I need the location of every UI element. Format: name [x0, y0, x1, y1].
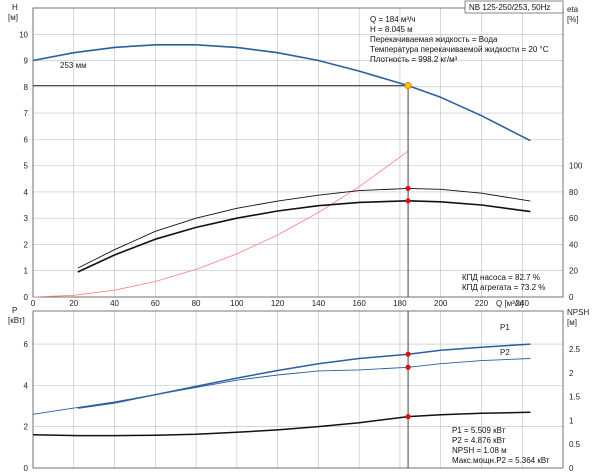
left-axis-label: H [12, 3, 18, 12]
x-tick-label: 200 [434, 299, 448, 308]
right-axis-label: NPSH [567, 308, 589, 317]
right-axis-label: eta [567, 5, 579, 14]
x-tick-label: 0 [31, 299, 36, 308]
plot-frame-lower [32, 310, 564, 469]
npsh-point-marker [405, 414, 411, 420]
x-tick-label: 60 [151, 299, 160, 308]
right-axis-unit: [м] [567, 318, 577, 327]
x-tick-label: 40 [110, 299, 119, 308]
left-tick-label: 10 [19, 30, 28, 39]
right-tick-label: 60 [569, 214, 578, 223]
left-tick-label: 9 [24, 57, 29, 66]
p1-point-marker [405, 351, 411, 357]
p2-point-marker [405, 364, 411, 370]
left-tick-label: 7 [24, 109, 29, 118]
right-tick-label: 0 [569, 293, 574, 302]
info-line: Плотность = 998.2 кг/м³ [370, 55, 458, 64]
x-axis-label: Q [м³/ч] [496, 299, 523, 308]
series-line-upper-1 [32, 150, 409, 298]
right-tick-label: 0 [569, 464, 574, 473]
left-tick-label: 8 [24, 83, 29, 92]
right-axis-unit: [%] [567, 15, 579, 24]
efficiency-info-line: КПД насоса = 82.7 % [462, 273, 540, 282]
right-tick-label: 2 [569, 369, 574, 378]
left-tick-label: 4 [24, 188, 29, 197]
power-info-line: Макс.мощн.P2 = 5.364 кВт [452, 456, 550, 465]
plot-frame-upper [32, 7, 564, 298]
efficiency-point-marker [405, 185, 411, 191]
x-tick-label: 80 [192, 299, 201, 308]
left-axis-unit: [кВт] [8, 316, 25, 325]
series-line-upper-2 [77, 187, 531, 269]
right-tick-label: 1.5 [569, 393, 581, 402]
right-tick-label: 0.5 [569, 440, 581, 449]
right-tick-label: 2.5 [569, 345, 581, 354]
right-tick-label: 20 [569, 267, 578, 276]
info-line: Q = 184 м³/ч [370, 15, 415, 24]
efficiency-point-marker [405, 198, 411, 204]
left-axis-label: P [12, 306, 17, 315]
series-line-lower-1 [32, 358, 531, 415]
x-tick-label: 140 [312, 299, 326, 308]
left-tick-label: 5 [24, 162, 29, 171]
right-tick-label: 80 [569, 188, 578, 197]
operating-point-marker [404, 82, 412, 90]
series-label-p1: P1 [500, 323, 510, 332]
series-line-upper-0 [32, 43, 531, 142]
x-tick-label: 20 [69, 299, 78, 308]
power-info-line: P2 = 4.876 кВт [452, 436, 506, 445]
x-tick-label: 160 [352, 299, 366, 308]
x-tick-label: 220 [475, 299, 489, 308]
title-box [464, 0, 564, 14]
series-line-lower-2 [32, 411, 531, 437]
left-tick-label: 3 [24, 214, 29, 223]
left-tick-label: 2 [24, 240, 29, 249]
left-tick-label: 2 [24, 423, 29, 432]
power-info-line: P1 = 5.509 кВт [452, 426, 506, 435]
efficiency-info-line: КПД агрегата = 73.2 % [462, 283, 545, 292]
left-tick-label: 0 [24, 293, 29, 302]
power-info-line: NPSH = 1.08 м [452, 446, 507, 455]
left-tick-label: 1 [24, 267, 29, 276]
info-line: H = 8.045 м [370, 25, 413, 34]
x-tick-label: 100 [230, 299, 244, 308]
series-line-upper-3 [77, 200, 531, 273]
info-line: Температура перекачиваемой жидкости = 20… [370, 45, 549, 54]
x-tick-label: 180 [393, 299, 407, 308]
chart-title: NB 125-250/253, 50Hz [469, 3, 550, 12]
left-axis-unit: [м] [8, 13, 18, 22]
x-tick-label: 240 [516, 299, 530, 308]
plot-area-lower [33, 311, 563, 468]
series-label-p2: P2 [500, 348, 510, 357]
right-tick-label: 40 [569, 240, 578, 249]
info-line: Перекачиваемая жидкость = Вода [370, 35, 498, 44]
left-tick-label: 6 [24, 340, 29, 349]
series-label-253: 253 мм [60, 61, 87, 70]
right-tick-label: 100 [569, 162, 583, 171]
right-tick-label: 1 [569, 416, 574, 425]
left-tick-label: 0 [24, 464, 29, 473]
x-tick-label: 120 [271, 299, 285, 308]
left-tick-label: 4 [24, 381, 29, 390]
left-tick-label: 6 [24, 135, 29, 144]
